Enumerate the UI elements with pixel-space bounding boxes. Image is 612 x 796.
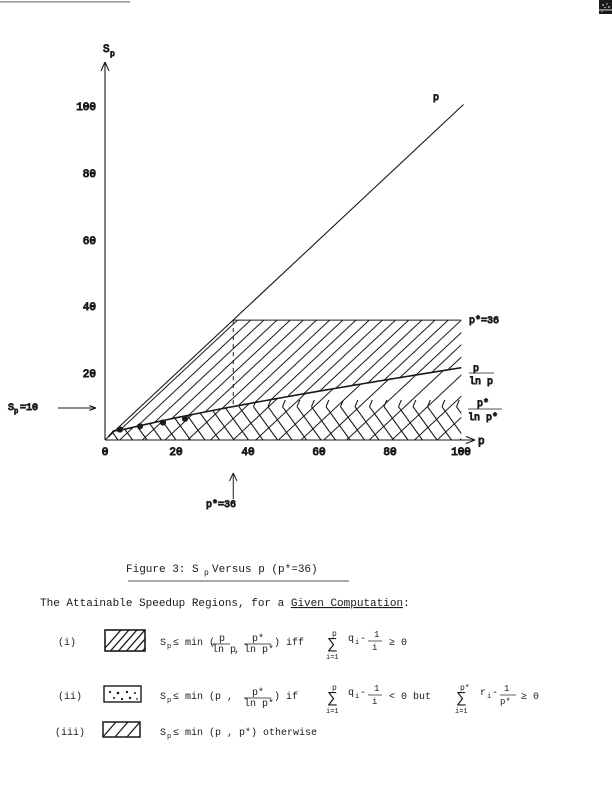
- svg-text:i: i: [372, 643, 377, 653]
- svg-text:p*: p*: [252, 687, 264, 699]
- svg-text:40: 40: [241, 447, 254, 459]
- svg-text:=10: =10: [20, 403, 38, 414]
- svg-text:S: S: [160, 638, 166, 649]
- svg-text:p: p: [204, 569, 209, 578]
- svg-text:60: 60: [83, 236, 96, 248]
- svg-text:p: p: [478, 436, 485, 448]
- svg-text:i=1: i=1: [455, 708, 468, 716]
- svg-text:p: p: [14, 408, 18, 416]
- svg-text:(ii): (ii): [58, 691, 82, 703]
- svg-text:p: p: [219, 634, 225, 645]
- svg-text:The Attainable Speedup Regions: The Attainable Speedup Regions, for a Gi…: [40, 598, 410, 610]
- svg-text:-: -: [492, 688, 498, 699]
- svg-text:0: 0: [102, 447, 109, 459]
- svg-text:1: 1: [374, 630, 379, 640]
- svg-text:,: ,: [234, 645, 240, 656]
- svg-text:100: 100: [451, 447, 471, 459]
- svg-text:40: 40: [83, 302, 96, 314]
- svg-text:) if: ) if: [274, 691, 298, 703]
- svg-text:≤ min (: ≤ min (: [173, 637, 215, 649]
- svg-text:100: 100: [76, 102, 96, 114]
- svg-text:Figure 3: S: Figure 3: S: [126, 564, 199, 576]
- svg-text:≤ min (p ,: ≤ min (p ,: [173, 691, 233, 703]
- svg-text:S: S: [160, 692, 166, 703]
- svg-text:60: 60: [312, 447, 325, 459]
- svg-text:< 0 but: < 0 but: [389, 691, 431, 703]
- svg-text:i: i: [355, 639, 359, 647]
- svg-text:≤ min (p , p*) otherwise: ≤ min (p , p*) otherwise: [173, 727, 317, 739]
- svg-text:p: p: [167, 697, 171, 705]
- svg-text:S: S: [160, 728, 166, 739]
- svg-text:20: 20: [169, 447, 182, 459]
- svg-text:p: p: [433, 93, 439, 104]
- svg-text:80: 80: [83, 169, 96, 181]
- svg-text:≥ 0: ≥ 0: [521, 692, 539, 703]
- svg-text:∑: ∑: [328, 690, 337, 707]
- svg-text:Versus p (p*=36): Versus p (p*=36): [212, 564, 318, 576]
- svg-text:i=1: i=1: [326, 654, 339, 662]
- svg-text:S: S: [103, 44, 110, 56]
- svg-text:i: i: [487, 693, 491, 701]
- svg-text:∑: ∑: [328, 636, 337, 653]
- svg-text:i: i: [372, 697, 377, 707]
- svg-text:ln p*: ln p*: [468, 412, 498, 424]
- svg-text:q: q: [348, 634, 354, 645]
- svg-text:p*=36: p*=36: [206, 499, 236, 511]
- svg-text:i=1: i=1: [326, 708, 339, 716]
- svg-text:q: q: [348, 688, 354, 699]
- svg-text:80: 80: [383, 447, 396, 459]
- svg-text:-: -: [360, 688, 366, 699]
- svg-text:ln p*: ln p*: [244, 644, 274, 656]
- svg-text:∑: ∑: [457, 690, 466, 707]
- svg-text:i: i: [355, 693, 359, 701]
- svg-text:p*: p*: [252, 633, 264, 645]
- svg-text:r: r: [480, 688, 486, 699]
- svg-text:≥ 0: ≥ 0: [389, 638, 407, 649]
- svg-text:) iff: ) iff: [274, 637, 304, 649]
- svg-text:-: -: [360, 634, 366, 645]
- svg-text:1: 1: [504, 684, 509, 694]
- svg-text:p*=36: p*=36: [469, 315, 499, 327]
- svg-text:p*: p*: [477, 398, 489, 410]
- svg-text:(iii): (iii): [55, 727, 85, 739]
- svg-text:ln p: ln p: [212, 644, 236, 656]
- svg-text:p: p: [110, 50, 115, 59]
- svg-text:p: p: [167, 733, 171, 741]
- svg-text:p*: p*: [500, 697, 511, 707]
- svg-text:ln p*: ln p*: [244, 698, 274, 710]
- svg-text:ln p: ln p: [469, 376, 493, 388]
- svg-text:(i): (i): [58, 637, 76, 649]
- svg-text:1: 1: [374, 684, 379, 694]
- svg-text:p: p: [167, 643, 171, 651]
- svg-text:20: 20: [83, 369, 96, 381]
